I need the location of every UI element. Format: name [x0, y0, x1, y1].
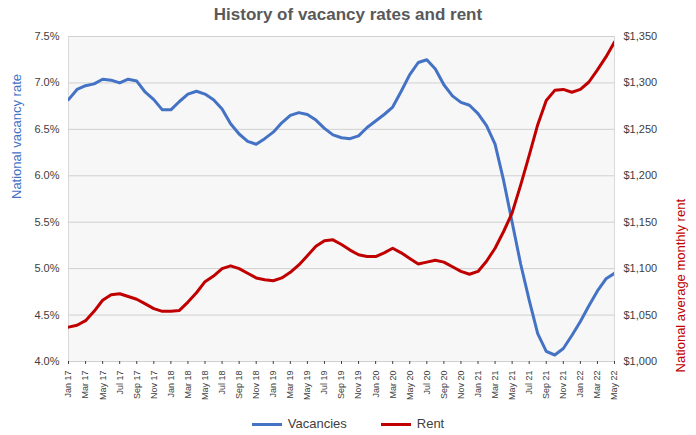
svg-text:Jul 20: Jul 20 [422, 371, 432, 395]
svg-text:4.0%: 4.0% [34, 355, 59, 367]
svg-text:$1,000: $1,000 [624, 355, 658, 367]
svg-text:5.5%: 5.5% [34, 216, 59, 228]
svg-text:May 18: May 18 [200, 371, 210, 401]
svg-text:Jul 18: Jul 18 [217, 371, 227, 395]
svg-text:Mar 20: Mar 20 [388, 371, 398, 399]
svg-text:Mar 18: Mar 18 [183, 371, 193, 399]
svg-text:Nov 18: Nov 18 [251, 371, 261, 400]
svg-text:Jan 20: Jan 20 [371, 371, 381, 398]
svg-text:May 20: May 20 [405, 371, 415, 401]
svg-text:Jul 19: Jul 19 [319, 371, 329, 395]
svg-text:Jul 17: Jul 17 [115, 371, 125, 395]
svg-text:7.5%: 7.5% [34, 30, 59, 42]
svg-text:$1,350: $1,350 [624, 30, 658, 42]
svg-text:Nov 20: Nov 20 [456, 371, 466, 400]
svg-text:Nov 17: Nov 17 [149, 371, 159, 400]
svg-text:Sep 17: Sep 17 [132, 371, 142, 400]
svg-text:4.5%: 4.5% [34, 309, 59, 321]
svg-text:Nov 21: Nov 21 [558, 371, 568, 400]
svg-text:Mar 21: Mar 21 [490, 371, 500, 399]
svg-text:Jan 18: Jan 18 [166, 371, 176, 398]
svg-text:May 19: May 19 [302, 371, 312, 401]
svg-text:Nov 19: Nov 19 [353, 371, 363, 400]
html-text:Vacancies: Vacancies [287, 415, 347, 431]
svg-text:Mar 17: Mar 17 [80, 371, 90, 399]
svg-text:May 17: May 17 [98, 371, 108, 401]
html-text:Rent: Rent [416, 415, 445, 431]
svg-text:6.0%: 6.0% [34, 169, 59, 181]
svg-text:Sep 21: Sep 21 [541, 371, 551, 400]
svg-text:Sep 19: Sep 19 [336, 371, 346, 400]
svg-text:National average monthly rent: National average monthly rent [673, 199, 688, 373]
svg-text:National vacancy rate: National vacancy rate [9, 74, 24, 199]
svg-text:$1,050: $1,050 [624, 309, 658, 321]
svg-text:Sep 18: Sep 18 [234, 371, 244, 400]
svg-text:6.5%: 6.5% [34, 123, 59, 135]
svg-text:May 21: May 21 [507, 371, 517, 401]
svg-text:Sep 20: Sep 20 [439, 371, 449, 400]
svg-text:$1,300: $1,300 [624, 76, 658, 88]
svg-text:Jan 19: Jan 19 [268, 371, 278, 398]
svg-text:5.0%: 5.0% [34, 262, 59, 274]
html-text:History of vacancy rates and r: History of vacancy rates and rent [213, 5, 483, 24]
svg-text:$1,250: $1,250 [624, 123, 658, 135]
svg-text:7.0%: 7.0% [34, 76, 59, 88]
svg-text:Jul 21: Jul 21 [524, 371, 534, 395]
svg-text:$1,100: $1,100 [624, 262, 658, 274]
svg-text:Jan 17: Jan 17 [63, 371, 73, 398]
svg-text:$1,150: $1,150 [624, 216, 658, 228]
svg-text:Mar 19: Mar 19 [285, 371, 295, 399]
svg-text:Jan 21: Jan 21 [473, 371, 483, 398]
svg-text:Jan 22: Jan 22 [575, 371, 585, 398]
svg-text:Mar 22: Mar 22 [592, 371, 602, 399]
svg-text:$1,200: $1,200 [624, 169, 658, 181]
svg-text:May 22: May 22 [609, 371, 619, 401]
